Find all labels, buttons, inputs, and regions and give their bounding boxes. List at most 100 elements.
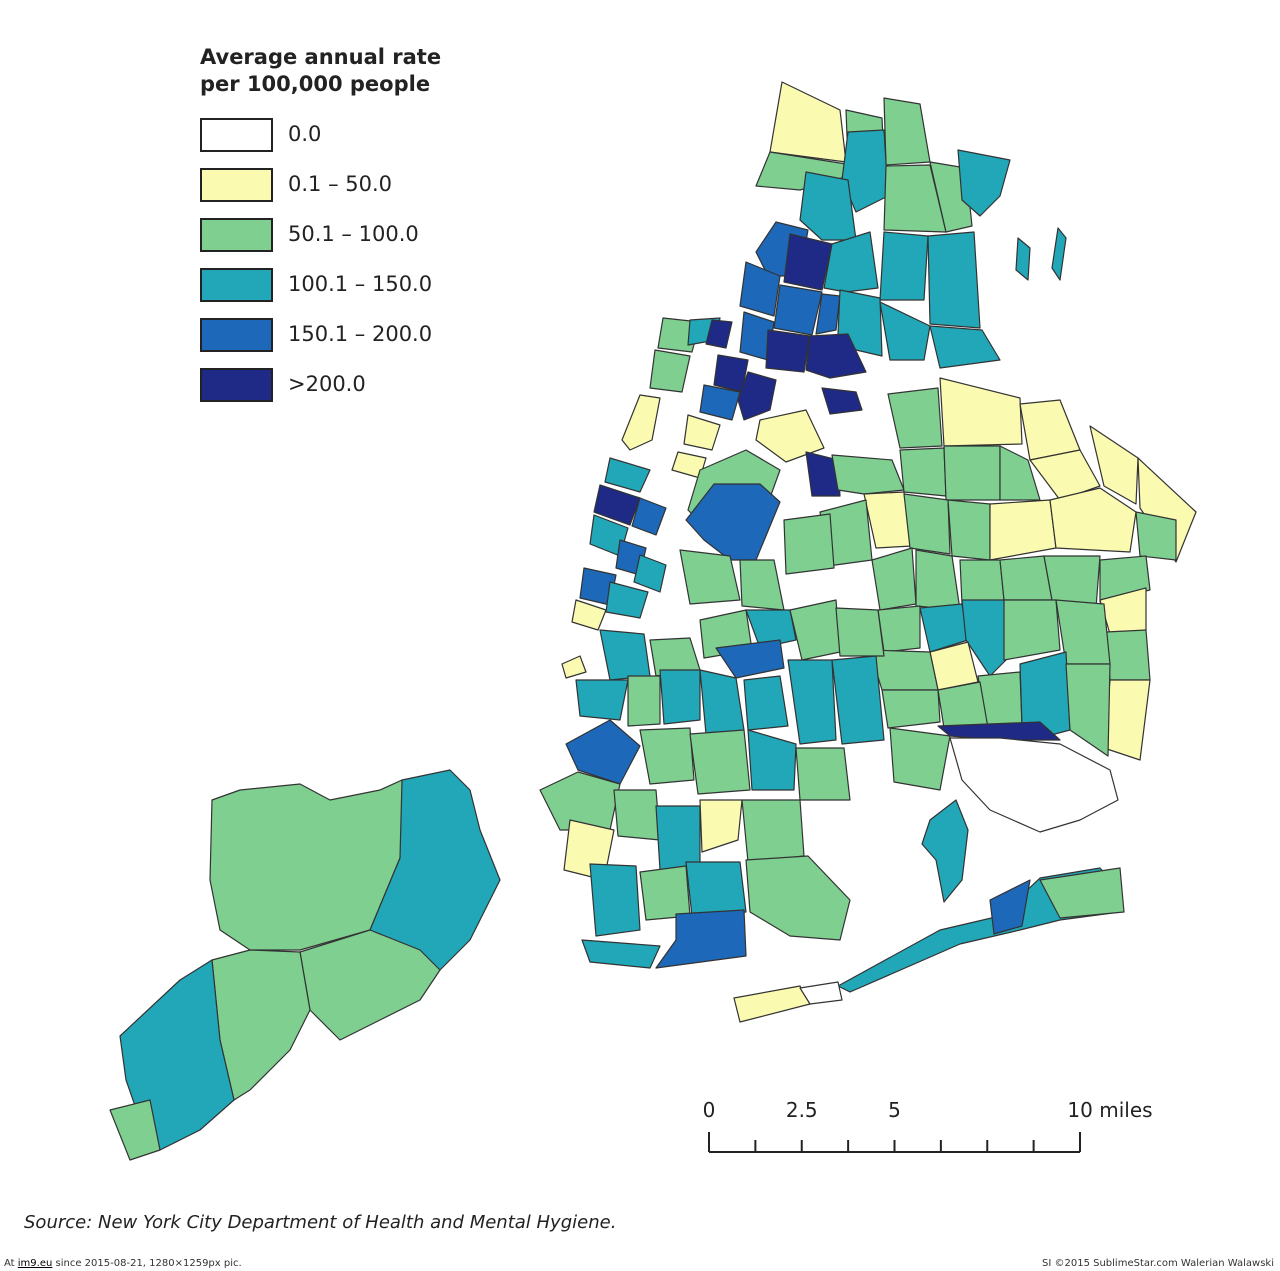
- district-region: [699, 384, 741, 421]
- footer-credit-left: At im9.eu since 2015-08-21, 1280×1259px …: [4, 1258, 242, 1269]
- district-region: [659, 669, 701, 725]
- district-region: [883, 97, 931, 166]
- district-region: [989, 499, 1057, 561]
- legend-swatch: [200, 218, 273, 252]
- district-region: [1019, 651, 1071, 739]
- district-region: [689, 729, 751, 795]
- district-region: [581, 939, 661, 969]
- district-region: [593, 484, 641, 526]
- district-region: [539, 771, 621, 831]
- district-region: [739, 261, 781, 317]
- scale-bar-label: 0: [702, 1098, 716, 1122]
- district-region: [887, 387, 943, 449]
- legend-title-line1: Average annual rate: [200, 45, 442, 69]
- legend-label: 100.1 – 150.0: [288, 272, 433, 296]
- district-region: [561, 655, 587, 679]
- legend-swatch: [200, 318, 273, 352]
- district-region: [633, 554, 667, 593]
- district-region: [621, 394, 661, 451]
- district-region: [1065, 663, 1111, 757]
- scale-bar-label: 5: [888, 1098, 901, 1122]
- district-region: [737, 371, 777, 421]
- district-region: [947, 499, 991, 561]
- footer-prefix: At: [4, 1258, 15, 1269]
- district-region: [789, 599, 841, 661]
- district-region: [741, 799, 805, 863]
- district-region: [575, 679, 629, 721]
- district-region: [799, 981, 843, 1005]
- district-region: [903, 493, 951, 555]
- footer-credit-right: SI ©2015 SublimeStar.com Walerian Walaws…: [1042, 1258, 1274, 1269]
- scale-bar-label: 10 miles: [1067, 1098, 1153, 1122]
- district-region: [639, 727, 695, 785]
- district-region: [773, 284, 823, 336]
- district-region: [745, 609, 797, 649]
- legend-label: 0.0: [288, 122, 322, 146]
- district-region: [1015, 237, 1031, 281]
- district-region: [699, 669, 745, 735]
- district-region: [1029, 449, 1101, 501]
- district-region: [685, 861, 747, 917]
- district-region: [889, 727, 951, 791]
- legend-swatch: [200, 268, 273, 302]
- district-region: [1137, 457, 1197, 563]
- district-region: [999, 555, 1053, 601]
- district-region: [605, 581, 649, 619]
- district-region: [299, 929, 441, 1041]
- district-region: [589, 863, 641, 937]
- district-region: [627, 675, 661, 727]
- district-region: [699, 799, 743, 853]
- district-region: [1103, 679, 1151, 761]
- district-region: [604, 457, 651, 493]
- district-region: [747, 729, 797, 791]
- district-region: [805, 451, 841, 497]
- district-region: [959, 559, 1005, 605]
- district-region: [705, 319, 733, 349]
- district-region: [881, 689, 941, 729]
- district-region: [795, 747, 851, 801]
- legend-label: 50.1 – 100.0: [288, 222, 419, 246]
- district-region: [369, 769, 501, 971]
- district-region: [921, 799, 969, 903]
- district-region: [943, 445, 1001, 501]
- district-region: [1003, 599, 1061, 661]
- legend-swatch: [200, 368, 273, 402]
- district-region: [799, 171, 857, 241]
- district-region: [835, 607, 885, 657]
- district-region: [899, 447, 947, 497]
- district-region: [631, 497, 667, 536]
- legend-title-line2: per 100,000 people: [200, 72, 431, 96]
- district-region: [739, 559, 785, 611]
- district-region: [765, 329, 811, 373]
- district-region: [821, 387, 863, 415]
- footer-rest: since 2015-08-21, 1280×1259px pic.: [55, 1258, 242, 1269]
- district-region: [733, 985, 811, 1023]
- district-region: [783, 513, 835, 575]
- district-region: [831, 655, 885, 745]
- district-region: [939, 377, 1023, 447]
- district-region: [915, 549, 961, 611]
- district-region: [639, 865, 691, 921]
- district-region: [823, 231, 879, 293]
- district-region: [683, 414, 721, 451]
- legend-label: 150.1 – 200.0: [288, 322, 433, 346]
- district-region: [613, 789, 661, 841]
- district-region: [599, 629, 651, 681]
- legend-swatch: [200, 168, 273, 202]
- footer-site-link[interactable]: im9.eu: [17, 1258, 53, 1269]
- legend-label: >200.0: [288, 372, 366, 396]
- district-region: [655, 909, 747, 969]
- district-region: [649, 349, 691, 393]
- district-region: [565, 719, 641, 785]
- scale-bar: [708, 1132, 1081, 1153]
- legend-title: Average annual rate per 100,000 people: [200, 44, 441, 98]
- district-region: [1019, 399, 1081, 461]
- district-region: [961, 599, 1007, 677]
- district-region: [655, 805, 701, 871]
- district-region: [929, 325, 1001, 369]
- district-region: [715, 639, 785, 679]
- district-region: [877, 605, 921, 653]
- district-region: [937, 721, 1061, 741]
- district-region: [679, 549, 741, 605]
